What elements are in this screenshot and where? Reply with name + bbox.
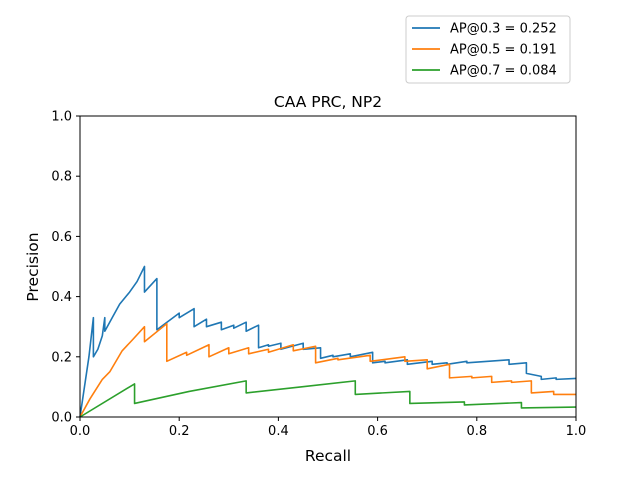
ticks-layer: 0.0 0.2 0.4 0.6 0.8 1.0 0.0 0.2 0.4 0.6 0.8 1.0 [51, 110, 586, 440]
legend-box [405, 15, 571, 84]
series-line-3 [79, 380, 577, 418]
y-tick-label: 1.0 [51, 110, 72, 125]
y-axis-label: Precision [24, 232, 42, 301]
x-axis-label: Recall [305, 447, 351, 465]
x-tick-label: 0.6 [367, 424, 388, 439]
legend: AP@0.3 = 0.252 AP@0.5 = 0.191 AP@0.7 = 0.0… [405, 15, 571, 84]
y-tick-label: 0.8 [51, 170, 72, 185]
x-tick-label: 0.2 [169, 424, 190, 439]
x-tick-label: 0.0 [70, 424, 91, 439]
x-tick-label: 1.0 [566, 424, 587, 439]
series-layer [79, 265, 577, 418]
x-tick-label: 0.8 [466, 424, 487, 439]
chart-title: CAA PRC, NP2 [274, 93, 382, 111]
series-line-1 [79, 265, 577, 418]
legend-label-2: AP@0.5 = 0.191 [450, 43, 557, 58]
legend-label-3: AP@0.7 = 0.084 [450, 64, 557, 79]
y-tick-label: 0.0 [51, 411, 72, 426]
series-line-2 [79, 322, 576, 418]
plot-frame [79, 115, 577, 418]
legend-label-1: AP@0.3 = 0.252 [450, 22, 557, 37]
y-tick-label: 0.2 [51, 350, 72, 365]
y-tick-label: 0.6 [51, 230, 72, 245]
x-tick-label: 0.4 [268, 424, 289, 439]
y-tick-label: 0.4 [51, 290, 72, 305]
